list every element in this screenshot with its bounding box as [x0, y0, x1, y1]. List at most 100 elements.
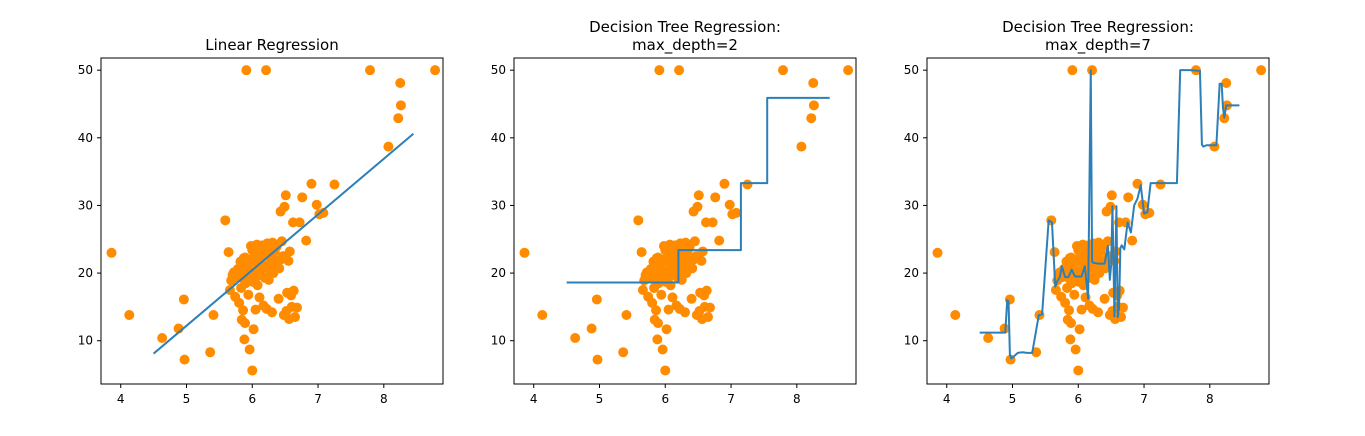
- x-tick-label: 4: [530, 392, 538, 406]
- scatter-point: [950, 310, 961, 321]
- y-tick-label: 20: [491, 266, 506, 280]
- subplot-2: Decision Tree Regression:max_depth=2 4 5 6 7…: [491, 18, 857, 406]
- scatter-point: [297, 192, 308, 203]
- scatter-point: [294, 217, 305, 228]
- scatter-point: [719, 178, 730, 189]
- y-tick-label: 30: [491, 198, 506, 212]
- scatter-point: [279, 201, 290, 212]
- scatter-point: [843, 65, 854, 76]
- scatter-point: [239, 334, 250, 345]
- scatter-point: [286, 301, 297, 312]
- scatter-point: [680, 307, 690, 318]
- scatter-point: [234, 297, 245, 308]
- scatter-point: [223, 247, 234, 258]
- scatter-point: [365, 65, 375, 76]
- scatter-point: [661, 324, 672, 335]
- scatter-point: [238, 253, 249, 264]
- y-tick-label: 20: [904, 266, 919, 280]
- scatter-point: [283, 255, 294, 266]
- scatter-point: [651, 253, 662, 264]
- scatter-series: [106, 65, 441, 376]
- scatter-point: [654, 65, 665, 76]
- scatter-point: [667, 292, 678, 303]
- scatter-point: [1209, 141, 1220, 152]
- scatter-point: [660, 365, 671, 376]
- x-tick-label: 7: [1140, 392, 1148, 406]
- scatter-point: [796, 141, 807, 152]
- scatter-point: [618, 347, 629, 358]
- y-tick-label: 40: [904, 131, 919, 145]
- scatter-point: [1065, 334, 1076, 345]
- plot-frame: [926, 57, 1270, 385]
- scatter-point: [778, 65, 788, 76]
- x-tick-label: 5: [183, 392, 191, 406]
- scatter-point: [696, 255, 707, 266]
- scatter-point: [124, 310, 135, 321]
- y-tick-label: 10: [491, 334, 506, 348]
- subplot-1: Linear Regression 4 5 6 7 8 10 20 30 40 50: [78, 36, 444, 406]
- x-tick-label: 6: [248, 392, 256, 406]
- y-tick-label: 50: [491, 63, 506, 77]
- scatter-point: [284, 246, 295, 257]
- scatter-point: [1102, 236, 1113, 247]
- scatter-point: [178, 294, 189, 305]
- scatter-point: [1074, 324, 1085, 335]
- scatter-point: [395, 78, 406, 89]
- scatter-point: [306, 178, 317, 189]
- y-tick-label: 50: [904, 63, 919, 77]
- chart-title-line: max_depth=2: [632, 36, 738, 55]
- y-tick-label: 10: [904, 334, 919, 348]
- scatter-point: [1127, 235, 1138, 246]
- x-tick-label: 5: [1009, 392, 1017, 406]
- scatter-point: [179, 354, 190, 365]
- scatter-point: [1049, 247, 1060, 258]
- scatter-point: [636, 247, 647, 258]
- scatter-point: [633, 215, 644, 226]
- scatter-point: [537, 310, 548, 321]
- plot-frame: [513, 57, 857, 385]
- subplot-3: Decision Tree Regression:max_depth=7 4 5 6 7…: [904, 18, 1270, 406]
- scatter-point: [252, 280, 263, 291]
- scatter-point: [247, 365, 258, 376]
- scatter-point: [637, 284, 648, 295]
- prediction-line: [979, 69, 1240, 360]
- scatter-point: [1105, 201, 1116, 212]
- scatter-point: [274, 263, 285, 274]
- scatter-point: [301, 235, 312, 246]
- scatter-point: [1064, 253, 1075, 264]
- scatter-point: [701, 285, 712, 296]
- scatter-point: [983, 333, 994, 344]
- scatter-point: [591, 294, 602, 305]
- scatter-point: [1076, 304, 1087, 315]
- scatter-point: [275, 254, 286, 265]
- scatter-point: [693, 190, 704, 201]
- scatter-point: [519, 247, 530, 258]
- scatter-point: [240, 318, 251, 329]
- scatter-point: [261, 65, 272, 76]
- scatter-point: [657, 344, 668, 355]
- scatter-point: [1221, 78, 1232, 89]
- scatter-point: [707, 217, 718, 228]
- scatter-point: [311, 199, 322, 210]
- scatter-point: [653, 318, 664, 329]
- scatter-point: [687, 263, 698, 274]
- y-tick-label: 50: [78, 63, 93, 77]
- scatter-point: [1155, 179, 1166, 190]
- y-tick-label: 20: [78, 266, 93, 280]
- scatter-point: [220, 215, 231, 226]
- scatter-point: [1256, 65, 1267, 76]
- scatter-point: [208, 310, 219, 321]
- x-tick-label: 8: [1206, 392, 1214, 406]
- x-tick-label: 6: [1074, 392, 1082, 406]
- scatter-point: [1073, 365, 1084, 376]
- scatter-series: [932, 65, 1267, 376]
- scatter-point: [318, 207, 329, 218]
- scatter-point: [674, 65, 685, 76]
- scatter-point: [651, 305, 662, 316]
- scatter-point: [1067, 65, 1078, 76]
- prediction-line: [566, 96, 830, 284]
- scatter-point: [430, 65, 441, 76]
- scatter-point: [742, 179, 753, 190]
- scatter-point: [329, 179, 340, 190]
